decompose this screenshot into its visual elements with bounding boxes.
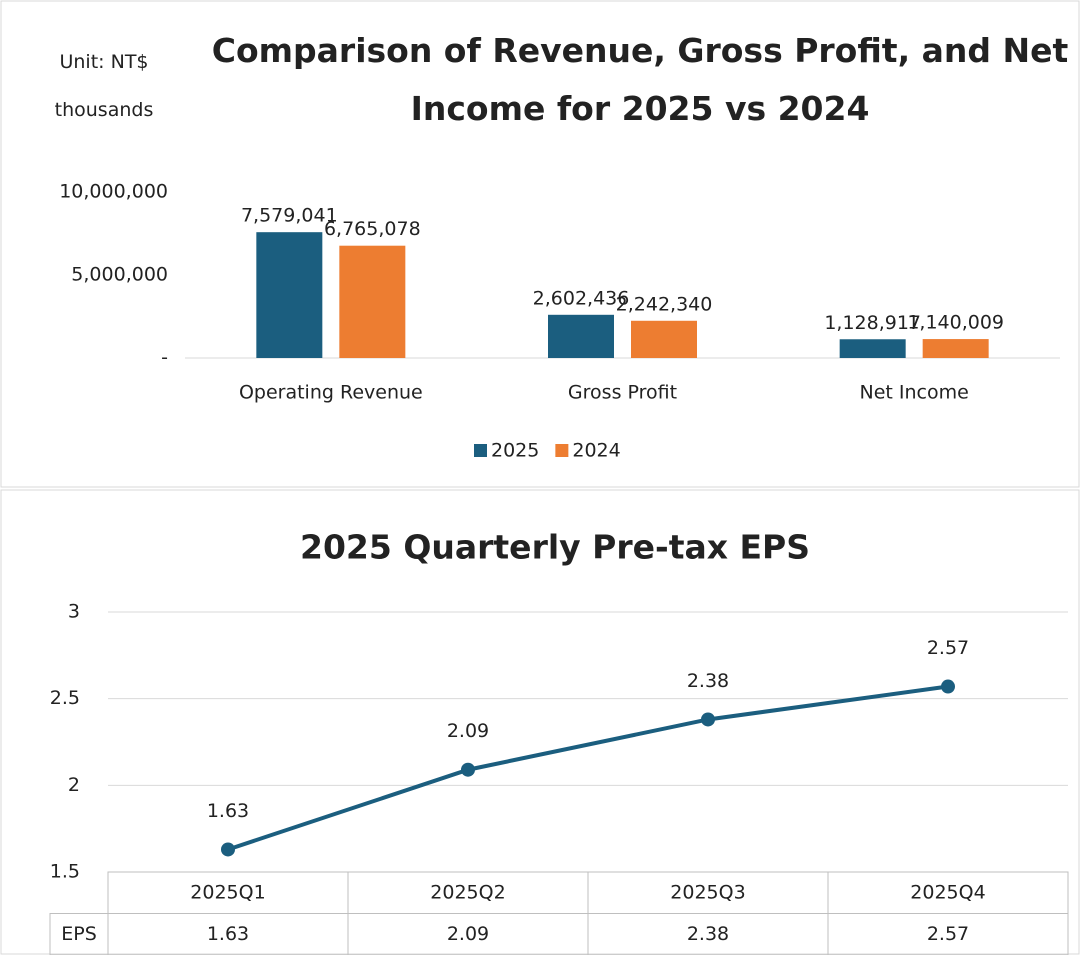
table-header: 2025Q4 (910, 881, 985, 903)
point (941, 679, 955, 694)
table-header: 2025Q2 (430, 881, 505, 903)
bar (548, 314, 614, 358)
table-cell (49, 913, 109, 955)
data-label: 2.09 (447, 720, 489, 742)
bar (922, 339, 989, 358)
point (461, 762, 475, 777)
chart-title: Comparison of Revenue, Gross Profit, and… (212, 31, 1069, 128)
table-value: 1.63 (207, 923, 249, 945)
table-value: 2.38 (687, 923, 729, 945)
y-tick-label: 10,000,000 (59, 181, 168, 203)
y-tick-label: 5,000,000 (71, 264, 168, 286)
bar (339, 245, 406, 358)
legend-label: 2024 (572, 440, 620, 462)
legend-label: 2025 (491, 440, 539, 462)
panel (0, 0, 1080, 488)
data-label: 1,140,009 (907, 312, 1004, 334)
x-tick-label: Net Income (860, 382, 969, 404)
point (221, 842, 235, 857)
table-cell (827, 913, 1069, 955)
data-label: 2.38 (687, 670, 729, 692)
chart-title: 2025 Quarterly Pre-tax EPS (300, 528, 810, 567)
bar (839, 339, 906, 358)
data-label: 7,579,041 (241, 205, 338, 227)
data-label: 1.63 (207, 800, 249, 822)
legend-swatch (474, 444, 487, 457)
y-tick-label: 1.5 (50, 861, 80, 883)
y-tick-label: 3 (68, 601, 80, 623)
panel (0, 489, 1080, 955)
table-row-label: EPS (61, 923, 97, 945)
table-header: 2025Q3 (670, 881, 745, 903)
y-tick-label: 2.5 (50, 687, 80, 709)
unit-label: Unit: NT$ thousands (55, 51, 154, 121)
data-label: 1,128,917 (824, 312, 921, 334)
table-header: 2025Q1 (190, 881, 265, 903)
data-label: 6,765,078 (324, 218, 421, 240)
table-value: 2.09 (447, 923, 489, 945)
table-value: 2.57 (927, 923, 969, 945)
point (701, 712, 715, 727)
data-label: 2,602,436 (533, 287, 630, 309)
legend-swatch (555, 444, 569, 457)
x-tick-label: Operating Revenue (239, 382, 423, 404)
data-label: 2,242,340 (616, 293, 713, 315)
bar (631, 320, 697, 358)
bar (256, 232, 323, 358)
line (227, 684, 949, 852)
y-tick-label: 2 (68, 774, 80, 796)
y-tick-label: - (161, 347, 168, 369)
data-label: 2.57 (927, 637, 969, 659)
x-tick-label: Gross Profit (568, 382, 677, 404)
